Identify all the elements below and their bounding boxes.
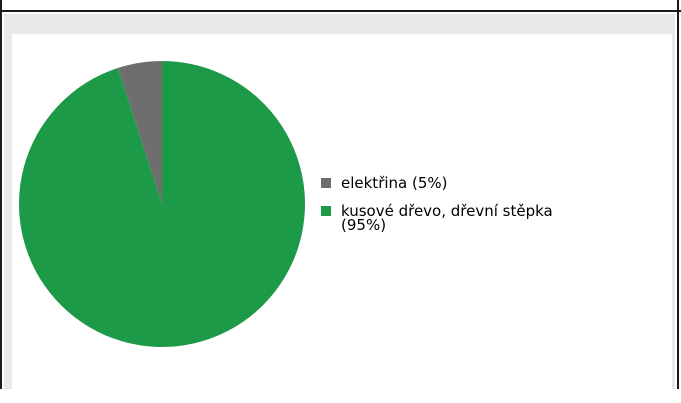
legend: elektřina (5%) kusové dřevo, dřevní stěpk…: [321, 174, 553, 234]
pie-chart: elektřina (5%) kusové dřevo, dřevní stěpk…: [18, 61, 553, 347]
legend-swatch-0: [321, 178, 331, 188]
legend-label-1: kusové dřevo, dřevní stěpka (95%): [341, 202, 553, 234]
legend-swatch-1: [321, 206, 331, 216]
legend-label-0: elektřina (5%): [341, 174, 448, 192]
pie-slice-1: [18, 61, 306, 347]
top-border: [0, 0, 681, 12]
pie-slices: [18, 61, 306, 347]
pie-slice-0: [117, 61, 162, 204]
window-frame: [0, 0, 679, 389]
